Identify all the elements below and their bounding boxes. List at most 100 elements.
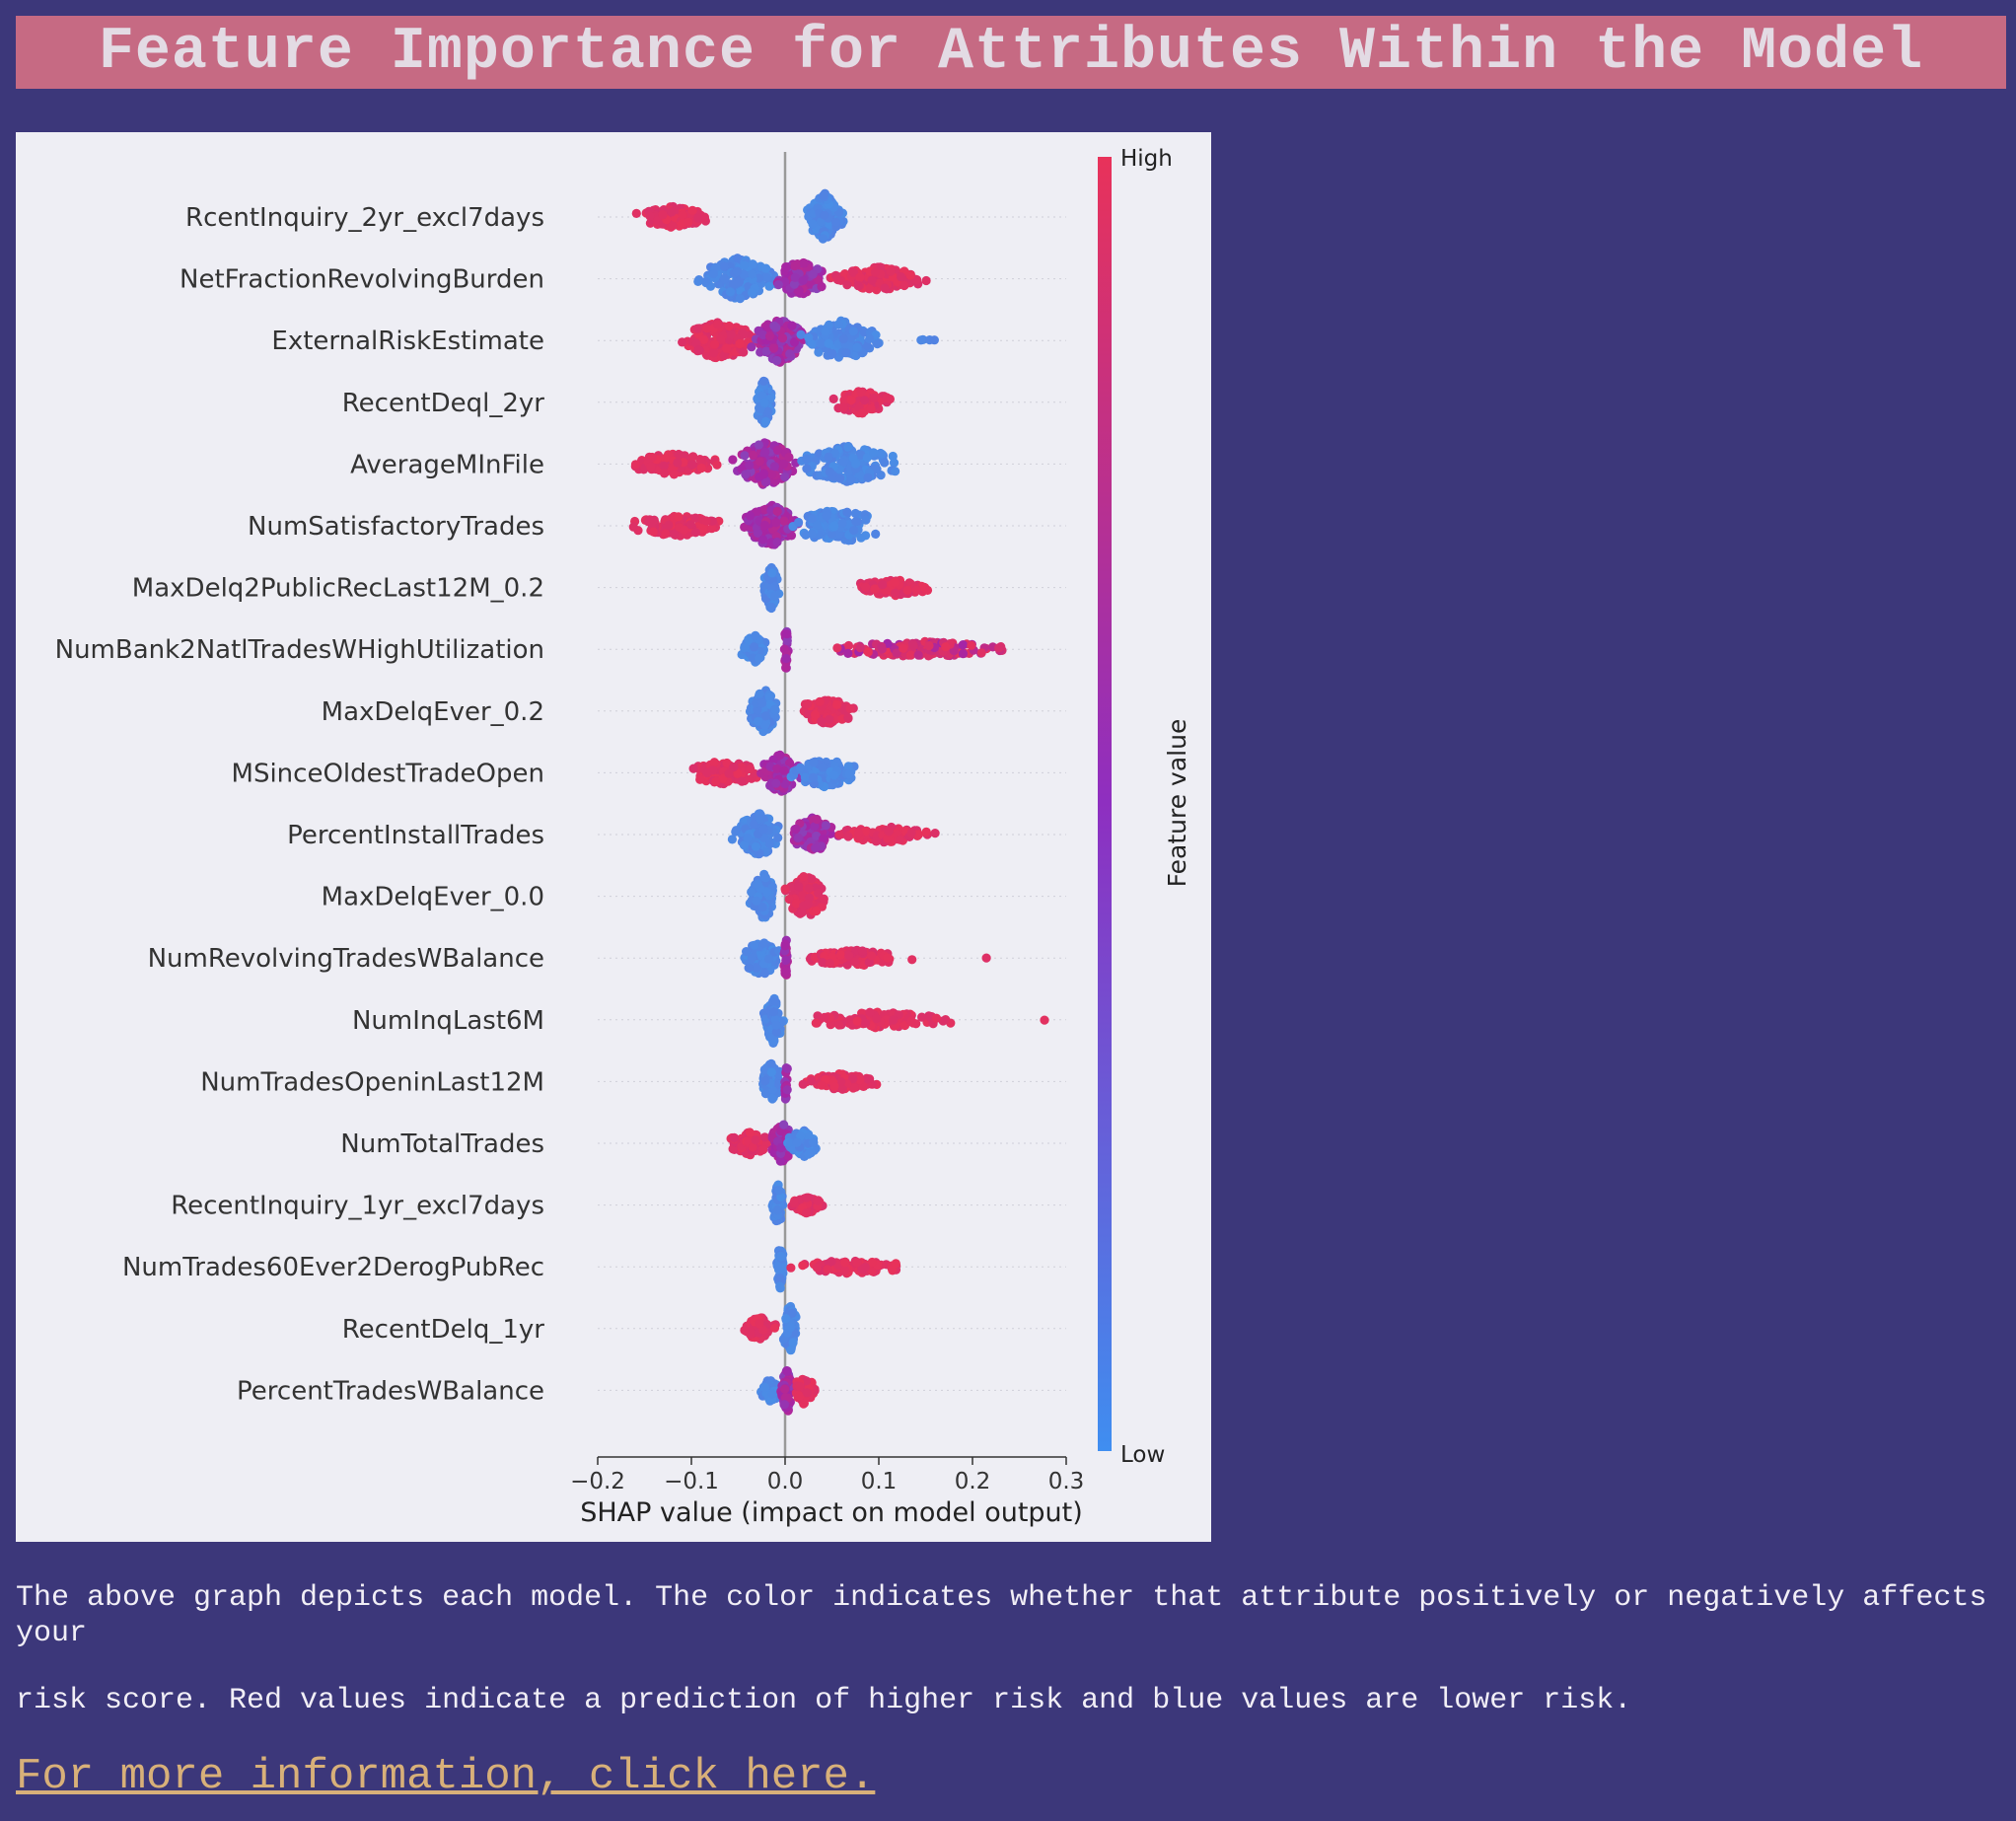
shap-point [759,1064,769,1074]
shap-point [768,343,779,353]
shap-point [834,830,844,840]
shap-point [741,470,751,479]
shap-point [758,825,768,835]
shap-point [851,517,861,527]
shap-point [688,764,698,773]
shap-point [808,219,818,229]
shap-point [832,699,842,710]
shap-point [867,275,877,285]
shap-point [762,887,772,897]
shap-point [857,408,868,418]
shap-point [815,696,825,707]
shap-point [885,394,896,404]
shap-point [678,337,687,347]
shap-point [852,1258,862,1268]
shap-point [766,1067,777,1077]
shap-point [785,349,795,359]
shap-point [727,835,738,844]
shap-point [754,716,763,727]
feature-beeswarm-row [753,376,896,428]
shap-point [771,997,781,1007]
shap-point [701,276,711,287]
shap-point [798,1079,808,1089]
shap-point [724,768,734,778]
shap-point [840,1258,850,1268]
shap-point [856,388,866,398]
shap-point [773,1068,784,1079]
shap-point [802,1193,812,1202]
shap-point [758,535,768,545]
shap-point [908,641,918,651]
shap-point [817,338,827,348]
shap-point [773,833,783,842]
shap-point [850,957,860,967]
shap-point [855,272,865,282]
shap-point [814,888,824,898]
shap-point [812,814,822,825]
shap-point [811,843,821,853]
shap-point [829,1081,839,1092]
shap-point [690,513,700,523]
shap-point [707,524,717,534]
shap-point [821,821,831,831]
shap-point [779,516,789,526]
feature-beeswarm-row [772,1246,901,1293]
shap-point [737,776,747,786]
shap-point [824,338,833,348]
shap-point [853,281,863,291]
shap-point [883,953,893,963]
shap-point [895,835,905,844]
shap-point [742,947,752,957]
shap-point [739,269,749,279]
shap-point [859,396,870,405]
shap-point [905,270,915,280]
feature-beeswarm-row [740,935,991,980]
shap-point [761,263,771,273]
shap-point [739,840,750,850]
shap-point [830,217,841,227]
shap-point [760,477,770,487]
shap-point [720,274,730,284]
shap-point [769,591,779,601]
shap-point [844,768,854,779]
shap-point [748,259,757,269]
shap-point [759,720,770,730]
page-title-bar: Feature Importance for Attributes Within… [16,16,2006,89]
shap-point [872,1013,882,1024]
page-title: Feature Importance for Attributes Within… [98,19,1924,86]
shap-point [760,1089,771,1099]
shap-point [824,452,833,462]
shap-point [759,1132,770,1142]
shap-point [695,455,705,465]
feature-beeswarm-row [628,500,881,549]
shap-point [660,469,670,478]
shap-point [747,953,756,963]
shap-point [764,692,774,702]
shap-point [758,376,768,386]
shap-point [687,460,697,470]
shap-point [812,520,823,530]
shap-point [834,1020,844,1030]
shap-point [775,750,785,761]
shap-point [863,473,873,482]
shap-point [794,882,804,892]
shap-point [701,516,711,526]
shap-point [812,906,822,916]
shap-point [759,938,769,948]
shap-point [648,527,659,537]
shap-point [693,276,703,286]
shap-point [667,207,677,217]
shap-point [771,1020,781,1030]
shap-point [761,346,771,356]
shap-point [780,884,790,894]
shap-point [890,577,900,587]
shap-point [810,822,820,832]
shap-point [818,763,828,772]
shap-point [958,649,969,659]
shap-point [846,395,856,405]
shap-point [780,779,790,789]
shap-point [669,470,680,479]
shap-point [739,260,750,270]
shap-point [869,393,879,403]
shap-point [809,1137,819,1147]
